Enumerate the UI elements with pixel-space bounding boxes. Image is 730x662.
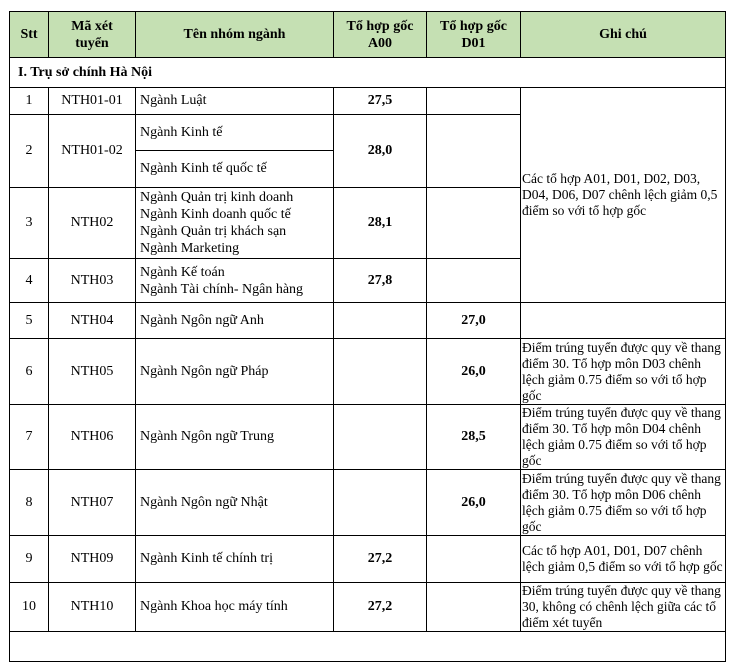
cell-name: Ngành Khoa học máy tính xyxy=(135,582,334,632)
cell-code: NTH02 xyxy=(48,187,136,259)
header-a00-line1: Tổ hợp gốc xyxy=(346,18,414,34)
cell-note: Điểm trúng tuyển được quy về thang điểm … xyxy=(520,338,726,405)
cell-d01 xyxy=(426,187,521,259)
cell-stt: 2 xyxy=(9,114,49,188)
table-row: 7 NTH06 Ngành Ngôn ngữ Trung 28,5 Điểm t… xyxy=(9,404,726,470)
cell-d01: 27,0 xyxy=(426,302,521,339)
header-name: Tên nhóm ngành xyxy=(135,11,334,58)
cell-code: NTH09 xyxy=(48,535,136,583)
cell-a00: 27,2 xyxy=(333,582,427,632)
cell-note: Điểm trúng tuyển được quy về thang điểm … xyxy=(520,469,726,536)
cell-code: NTH07 xyxy=(48,469,136,536)
table-row: 1 NTH01-01 Ngành Luật 27,5 Các tổ hợp A0… xyxy=(9,87,726,303)
cell-a00: 27,2 xyxy=(333,535,427,583)
cell-stt: 9 xyxy=(9,535,49,583)
cell-code: NTH05 xyxy=(48,338,136,405)
cell-name: Ngành Kinh tế xyxy=(135,114,334,151)
cell-name: Ngành Kế toán Ngành Tài chính- Ngân hàng xyxy=(135,258,334,303)
cell-name: Ngành Ngôn ngữ Trung xyxy=(135,404,334,470)
cell-a00: 27,5 xyxy=(333,87,427,115)
cell-stt: 10 xyxy=(9,582,49,632)
cell-d01 xyxy=(426,535,521,583)
cell-name: Ngành Ngôn ngữ Pháp xyxy=(135,338,334,405)
table-row: 4 NTH03 Ngành Kế toán Ngành Tài chính- N… xyxy=(9,258,726,303)
cell-continued xyxy=(9,631,726,662)
cell-d01 xyxy=(426,582,521,632)
name-line: Ngành Kế toán xyxy=(140,264,225,280)
header-stt: Stt xyxy=(9,11,49,58)
cell-code: NTH10 xyxy=(48,582,136,632)
cell-a00 xyxy=(333,302,427,339)
cell-a00: 28,1 xyxy=(333,187,427,259)
name-line: Ngành Kinh doanh quốc tế xyxy=(140,207,291,222)
header-a00-line2: A00 xyxy=(367,35,393,51)
table-row: 9 NTH09 Ngành Kinh tế chính trị 27,2 Các… xyxy=(9,535,726,583)
cell-d01: 26,0 xyxy=(426,469,521,536)
cell-code: NTH03 xyxy=(48,258,136,303)
cell-note: Điểm trúng tuyển được quy về thang điểm … xyxy=(520,404,726,470)
cell-d01 xyxy=(426,258,521,303)
table-row: 6 NTH05 Ngành Ngôn ngữ Pháp 26,0 Điểm tr… xyxy=(9,338,726,405)
cell-d01 xyxy=(426,114,521,188)
name-line: Ngành Quản trị kinh doanh xyxy=(140,190,294,205)
cell-name: Ngành Ngôn ngữ Anh xyxy=(135,302,334,339)
cell-stt: 4 xyxy=(9,258,49,303)
header-code: Mã xét tuyển xyxy=(48,11,136,58)
cell-stt: 7 xyxy=(9,404,49,470)
cell-note-shared: Các tổ hợp A01, D01, D02, D03, D04, D06,… xyxy=(520,87,726,303)
table-row: 8 NTH07 Ngành Ngôn ngữ Nhật 26,0 Điểm tr… xyxy=(9,469,726,536)
table-row: 10 NTH10 Ngành Khoa học máy tính 27,2 Đi… xyxy=(9,582,726,632)
cell-a00: 28,0 xyxy=(333,114,427,188)
cell-a00 xyxy=(333,469,427,536)
table-row-partial xyxy=(9,631,726,662)
cell-note: Các tổ hợp A01, D01, D07 chênh lệch giảm… xyxy=(520,535,726,583)
table-row: 5 NTH04 Ngành Ngôn ngữ Anh 27,0 xyxy=(9,302,726,339)
cell-d01 xyxy=(426,87,521,115)
cell-d01: 28,5 xyxy=(426,404,521,470)
cell-name: Ngành Kinh tế quốc tế xyxy=(135,150,334,188)
table-row: 3 NTH02 Ngành Quản trị kinh doanh Ngành … xyxy=(9,187,726,259)
name-line: Ngành Quản trị khách sạn xyxy=(140,224,287,239)
header-note: Ghi chú xyxy=(520,11,726,58)
cell-a00 xyxy=(333,404,427,470)
cell-stt: 6 xyxy=(9,338,49,405)
header-row: Stt Mã xét tuyển Tên nhóm ngành Tổ hợp gố… xyxy=(9,11,726,58)
header-d01-line2: D01 xyxy=(461,35,486,51)
section-row: I. Trụ sở chính Hà Nội xyxy=(9,57,726,88)
cell-code: NTH01-01 xyxy=(48,87,136,115)
cell-note xyxy=(520,302,726,339)
cell-code: NTH04 xyxy=(48,302,136,339)
admission-scores-table: Stt Mã xét tuyển Tên nhóm ngành Tổ hợp gố… xyxy=(9,11,726,662)
cell-name: Ngành Luật xyxy=(135,87,334,115)
cell-a00 xyxy=(333,338,427,405)
header-d01: Tổ hợp gốc D01 xyxy=(426,11,521,58)
table-row-sub: Ngành Kinh tế quốc tế xyxy=(10,150,726,188)
cell-code: NTH06 xyxy=(48,404,136,470)
header-code-line1: Mã xét xyxy=(71,18,113,34)
cell-code: NTH01-02 xyxy=(48,114,136,188)
section-title: I. Trụ sở chính Hà Nội xyxy=(9,57,726,88)
cell-stt: 8 xyxy=(9,469,49,536)
cell-a00: 27,8 xyxy=(333,258,427,303)
cell-stt: 5 xyxy=(9,302,49,339)
header-a00: Tổ hợp gốc A00 xyxy=(333,11,427,58)
cell-name: Ngành Quản trị kinh doanh Ngành Kinh doa… xyxy=(135,187,334,259)
name-line: Ngành Marketing xyxy=(140,241,240,256)
cell-d01: 26,0 xyxy=(426,338,521,405)
header-d01-line1: Tổ hợp gốc xyxy=(440,18,507,34)
header-code-line2: tuyển xyxy=(75,35,109,51)
name-line: Ngành Tài chính- Ngân hàng xyxy=(140,281,304,297)
cell-stt: 1 xyxy=(9,87,49,115)
cell-name: Ngành Kinh tế chính trị xyxy=(135,535,334,583)
cell-name: Ngành Ngôn ngữ Nhật xyxy=(135,469,334,536)
cell-stt: 3 xyxy=(9,187,49,259)
cell-note: Điểm trúng tuyển được quy về thang 30, k… xyxy=(520,582,726,632)
